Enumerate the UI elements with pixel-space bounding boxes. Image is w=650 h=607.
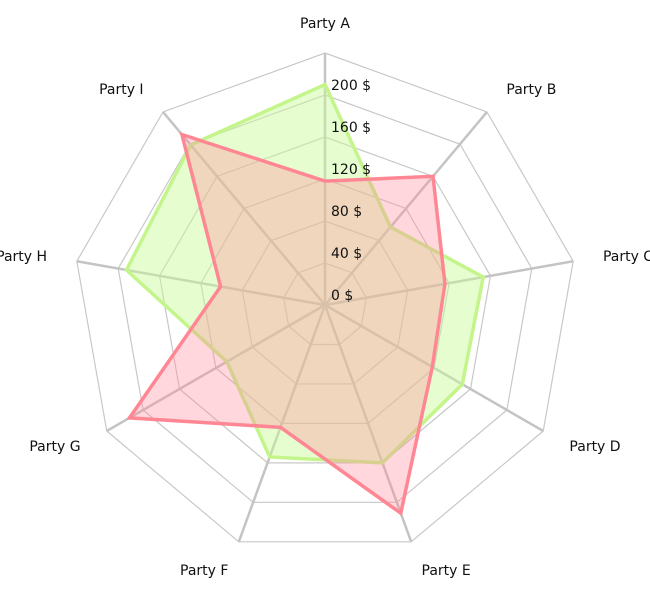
series-2-point [180,132,184,136]
category-label: Party C [603,249,650,265]
grid-ring [117,94,533,503]
series-2-point [323,179,327,183]
series-1-point [460,382,464,386]
category-label: Party G [29,439,80,455]
axis-line [323,304,413,543]
category-label: Party F [180,563,228,579]
tick-label: 200 $ [331,78,371,94]
series-1-point [380,461,384,465]
category-label: Party D [569,439,620,455]
axis-line [324,111,488,306]
category-label: Party B [506,82,556,98]
category-label: Party E [422,563,471,579]
series-2-point [219,285,223,289]
series-2-point [127,416,131,420]
axis-line [76,260,326,307]
axis-line [106,303,326,433]
category-label: Party I [99,82,144,98]
tick-label: 80 $ [331,204,362,220]
series-2-point [443,282,447,286]
series-1-point [225,360,229,364]
series-1-point [388,225,392,229]
axis-line [324,260,574,307]
category-label: Party A [300,16,350,32]
series-1-point [481,275,485,279]
series-1-point [268,455,272,459]
grid-ring [76,52,574,543]
series-1-point [124,268,128,272]
tick-label: 120 $ [331,162,371,178]
series-1-point [189,143,193,147]
grid-ring [158,136,492,464]
tick-label: 40 $ [331,246,362,262]
series-2-point [431,174,435,178]
category-label: Party H [0,249,47,265]
tick-label: 0 $ [331,288,353,304]
series-2-point [278,425,282,429]
axis-line [324,303,544,433]
series-2-point [430,365,434,369]
grid-ring [283,262,367,346]
series-2-point [399,511,403,515]
series-2-area [126,131,447,517]
axis-line [237,304,327,543]
series-1-point [323,83,327,86]
tick-label: 160 $ [331,120,371,136]
grid-ring [241,220,409,385]
